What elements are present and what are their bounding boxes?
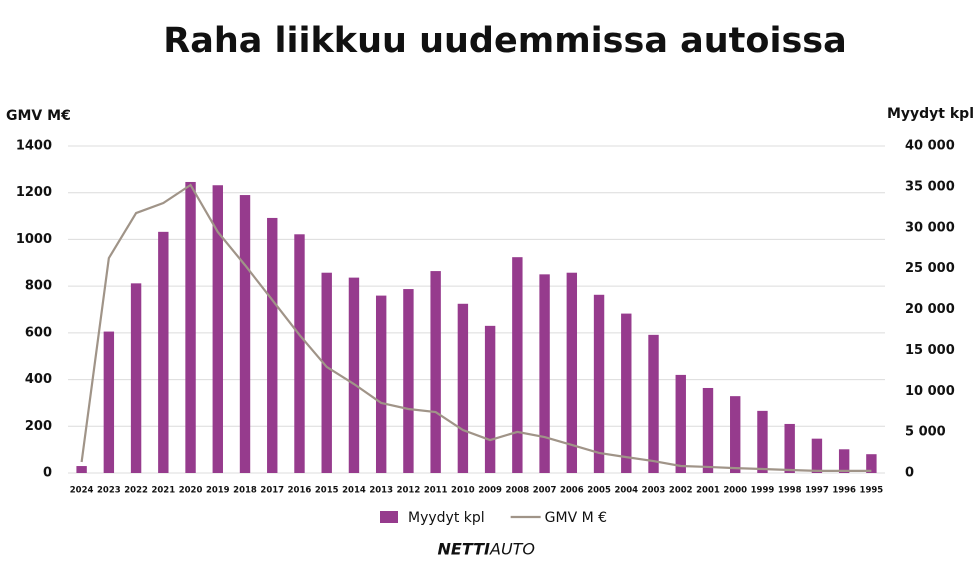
x-tick-label: 1996 — [832, 486, 856, 496]
chart-title: Raha liikkuu uudemmissa autoissa — [163, 21, 846, 61]
bar — [103, 331, 115, 473]
bar — [566, 272, 578, 473]
legend-swatch — [380, 511, 398, 523]
bar — [539, 274, 550, 473]
bar — [838, 449, 850, 473]
y2-tick-label: 0 — [905, 466, 914, 481]
y2-tick-label: 5 000 — [905, 425, 946, 440]
y2-axis-title: Myydyt kpl — [887, 106, 974, 122]
y-axis-title: GMV M€ — [6, 108, 71, 124]
bar — [185, 181, 196, 473]
y-tick-label: 1400 — [16, 139, 52, 154]
x-tick-label: 1998 — [778, 486, 802, 496]
y2-tick-label: 15 000 — [905, 343, 955, 358]
x-tick-label: 2022 — [124, 486, 148, 496]
x-tick-label: 2008 — [506, 486, 530, 496]
y2-tick-label: 30 000 — [905, 220, 955, 235]
x-tick-label: 2001 — [696, 486, 720, 496]
bar — [267, 217, 278, 473]
x-tick-label: 2010 — [451, 486, 475, 496]
bar — [648, 334, 659, 473]
bar — [430, 271, 441, 473]
bar — [621, 313, 632, 473]
bar — [239, 195, 251, 474]
y-tick-label: 0 — [43, 466, 52, 481]
bar — [130, 283, 142, 473]
bar — [811, 438, 823, 473]
bar — [457, 303, 469, 473]
y-tick-label: 400 — [25, 372, 52, 387]
y-tick-label: 1200 — [16, 185, 52, 200]
bar — [730, 396, 741, 473]
x-tick-label: 2024 — [70, 486, 94, 496]
bar — [484, 325, 496, 473]
x-tick-label: 2017 — [260, 486, 284, 496]
x-tick-label: 2009 — [478, 486, 502, 496]
x-tick-label: 1995 — [860, 486, 884, 496]
y-tick-label: 600 — [25, 325, 52, 340]
x-tick-label: 2002 — [669, 486, 693, 496]
bar — [375, 295, 387, 473]
bar — [158, 231, 169, 473]
bar — [212, 185, 223, 474]
bar — [784, 423, 795, 473]
x-tick-label: 2019 — [206, 486, 230, 496]
x-tick-label: 2013 — [369, 486, 393, 496]
bar — [294, 234, 305, 473]
y-tick-label: 200 — [25, 419, 52, 434]
x-tick-label: 2007 — [533, 486, 557, 496]
x-tick-label: 2012 — [397, 486, 421, 496]
x-tick-label: 2004 — [614, 486, 638, 496]
x-tick-label: 2000 — [723, 486, 747, 496]
y2-tick-label: 35 000 — [905, 179, 955, 194]
y2-tick-label: 20 000 — [905, 302, 955, 317]
x-tick-label: 2006 — [560, 486, 584, 496]
x-tick-label: 2005 — [587, 486, 611, 496]
x-tick-label: 2021 — [151, 486, 175, 496]
logo-light: AUTO — [489, 540, 535, 559]
bar — [757, 410, 768, 473]
line — [80, 183, 872, 472]
y-tick-label: 1000 — [16, 232, 52, 247]
y-tick-label: 800 — [25, 279, 52, 294]
x-tick-label: 2003 — [642, 486, 666, 496]
x-tick-label: 2014 — [342, 486, 366, 496]
bar — [512, 257, 523, 473]
x-tick-label: 2011 — [424, 486, 448, 496]
x-tick-label: 2016 — [288, 486, 312, 496]
bar — [866, 454, 877, 473]
x-tick-label: 2023 — [97, 486, 121, 496]
bar — [348, 277, 360, 473]
x-tick-label: 2015 — [315, 486, 339, 496]
y2-tick-label: 25 000 — [905, 261, 955, 276]
y2-tick-label: 10 000 — [905, 384, 955, 399]
x-tick-label: 1997 — [805, 486, 829, 496]
x-tick-label: 2020 — [179, 486, 203, 496]
bar — [403, 289, 414, 473]
y2-tick-label: 40 000 — [905, 139, 955, 154]
x-tick-label: 2018 — [233, 486, 257, 496]
bar — [76, 466, 87, 473]
bar — [675, 374, 686, 473]
x-tick-label: 1999 — [751, 486, 775, 496]
bar — [702, 387, 714, 473]
legend-label: GMV M € — [545, 510, 607, 526]
legend-label: Myydyt kpl — [408, 510, 485, 526]
logo-bold: NETTI — [438, 540, 491, 559]
bar — [593, 294, 605, 473]
bar — [321, 272, 332, 473]
